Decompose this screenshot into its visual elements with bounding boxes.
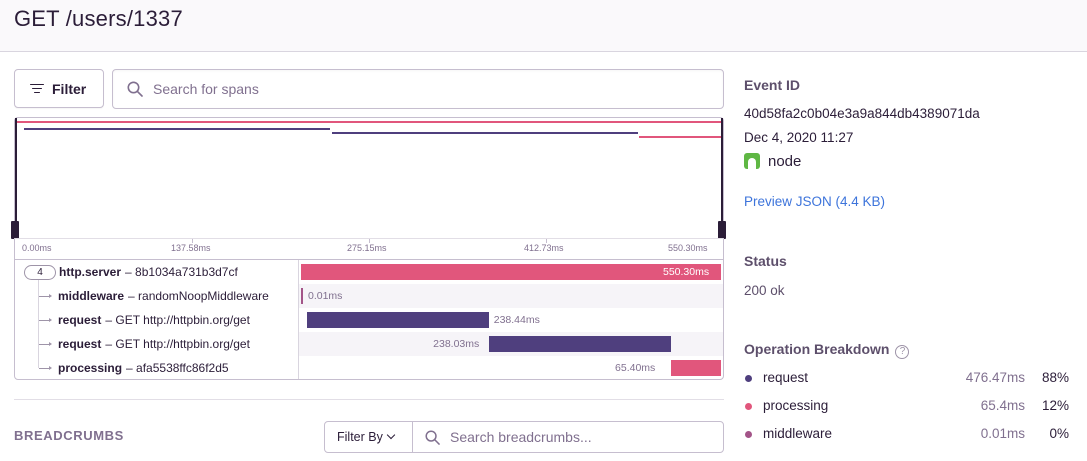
event-sidebar: Event ID 40d58fa2c0b04e3a9a844db4389071d… <box>744 0 1084 461</box>
span-duration: 65.40ms <box>615 362 656 374</box>
span-op: http.server <box>59 265 122 279</box>
breadcrumbs-search-box[interactable] <box>412 421 724 453</box>
span-duration: 238.44ms <box>493 314 540 326</box>
span-row-request-2[interactable]: request – GET http://httpbin.org/get 238.… <box>15 332 723 356</box>
status-label: Status <box>744 253 787 269</box>
section-divider <box>14 399 724 400</box>
breakdown-duration: 0.01ms <box>980 426 1025 441</box>
span-row-processing[interactable]: processing – afa5538ffc86f2d5 65.40ms <box>15 356 723 379</box>
breakdown-row: middleware 0.01ms 0% <box>744 426 1070 446</box>
breakdown-row: processing 65.4ms 12% <box>744 398 1070 418</box>
span-bar[interactable] <box>671 360 721 376</box>
legend-dot <box>745 375 752 382</box>
filter-button[interactable]: Filter <box>14 69 104 108</box>
trace-minimap[interactable] <box>11 117 726 239</box>
search-icon <box>127 81 143 97</box>
ruler-tick: 550.30ms <box>668 243 708 253</box>
span-bar[interactable] <box>489 336 671 352</box>
breakdown-duration: 65.4ms <box>980 398 1025 413</box>
help-icon[interactable]: ? <box>895 345 910 359</box>
span-bar[interactable] <box>306 312 489 328</box>
minimap-span-request-1 <box>24 128 330 130</box>
span-search-box[interactable] <box>112 69 724 109</box>
filter-icon <box>30 83 44 95</box>
span-bar[interactable] <box>301 264 721 280</box>
span-description: GET http://httpbin.org/get <box>115 313 250 327</box>
platform-name: node <box>768 153 802 170</box>
page-header: GET /users/1337 <box>0 0 1087 52</box>
search-icon <box>425 429 440 445</box>
time-ruler: 0.00ms 137.58ms 275.15ms 412.73ms 550.30… <box>14 238 724 259</box>
span-description: randomNoopMiddleware <box>138 289 269 303</box>
breakdown-percent: 88% <box>1041 370 1069 385</box>
breakdown-percent: 12% <box>1041 398 1069 413</box>
status-value: 200 ok <box>744 283 785 298</box>
span-description: GET http://httpbin.org/get <box>115 337 250 351</box>
ruler-tick: 412.73ms <box>524 243 564 253</box>
breadcrumbs-search-input[interactable] <box>450 429 719 445</box>
span-description: 8b1034a731b3d7cf <box>135 265 238 279</box>
breakdown-op: request <box>763 370 809 385</box>
minimap-span-request-2 <box>332 132 638 134</box>
minimap-right-handle-line[interactable] <box>721 118 723 239</box>
chevron-down-icon <box>386 430 396 440</box>
span-duration: 0.01ms <box>308 290 343 302</box>
minimap-span-http-server <box>16 121 723 123</box>
operation-breakdown-heading: Operation Breakdown? <box>744 341 910 359</box>
minimap-left-handle[interactable] <box>11 221 19 239</box>
span-op: processing <box>58 361 123 375</box>
ruler-tick: 137.58ms <box>171 243 211 253</box>
span-row-request-1[interactable]: request – GET http://httpbin.org/get 238.… <box>15 308 723 332</box>
breadcrumbs-filter-dropdown[interactable]: Filter By <box>324 421 413 453</box>
span-op: request <box>58 337 102 351</box>
breakdown-duration: 476.47ms <box>965 370 1025 385</box>
span-tree: 4 http.server – 8b1034a731b3d7cf 550.30ms… <box>14 259 724 380</box>
event-id-value: 40d58fa2c0b04e3a9a844db4389071da <box>744 106 980 121</box>
breakdown-row: request 476.47ms 88% <box>744 370 1070 390</box>
span-row-http-server[interactable]: 4 http.server – 8b1034a731b3d7cf 550.30ms <box>15 260 723 284</box>
platform: node <box>744 153 801 170</box>
span-bar[interactable] <box>301 288 303 304</box>
filter-by-label: Filter By <box>337 430 383 444</box>
preview-json-link[interactable]: Preview JSON (4.4 KB) <box>744 194 886 209</box>
ruler-tick: 275.15ms <box>347 243 387 253</box>
breakdown-op: processing <box>763 398 829 413</box>
span-op: request <box>58 313 102 327</box>
minimap-span-processing <box>639 136 723 138</box>
span-description: afa5538ffc86f2d5 <box>136 361 229 375</box>
event-date: Dec 4, 2020 11:27 <box>744 130 854 145</box>
ruler-tick: 0.00ms <box>22 243 52 253</box>
tree-column-divider[interactable] <box>298 260 299 379</box>
legend-dot <box>745 431 752 438</box>
legend-dot <box>745 403 752 410</box>
span-duration: 238.03ms <box>433 338 480 350</box>
span-row-middleware[interactable]: middleware – randomNoopMiddleware 0.01ms <box>15 284 723 308</box>
operation-breakdown-label: Operation Breakdown <box>744 341 890 357</box>
breakdown-op: middleware <box>763 426 833 441</box>
event-id-label: Event ID <box>744 77 801 93</box>
nodejs-icon <box>744 153 760 169</box>
page-title: GET /users/1337 <box>14 6 183 31</box>
breakdown-percent: 0% <box>1049 426 1069 441</box>
breadcrumbs-heading: BREADCRUMBS <box>14 428 124 443</box>
child-count-toggle[interactable]: 4 <box>24 265 56 280</box>
span-op: middleware <box>58 289 125 303</box>
filter-button-label: Filter <box>52 80 87 97</box>
minimap-right-handle[interactable] <box>718 221 726 239</box>
minimap-left-handle-line[interactable] <box>15 118 17 239</box>
span-search-input[interactable] <box>153 81 690 97</box>
span-duration: 550.30ms <box>663 266 710 278</box>
